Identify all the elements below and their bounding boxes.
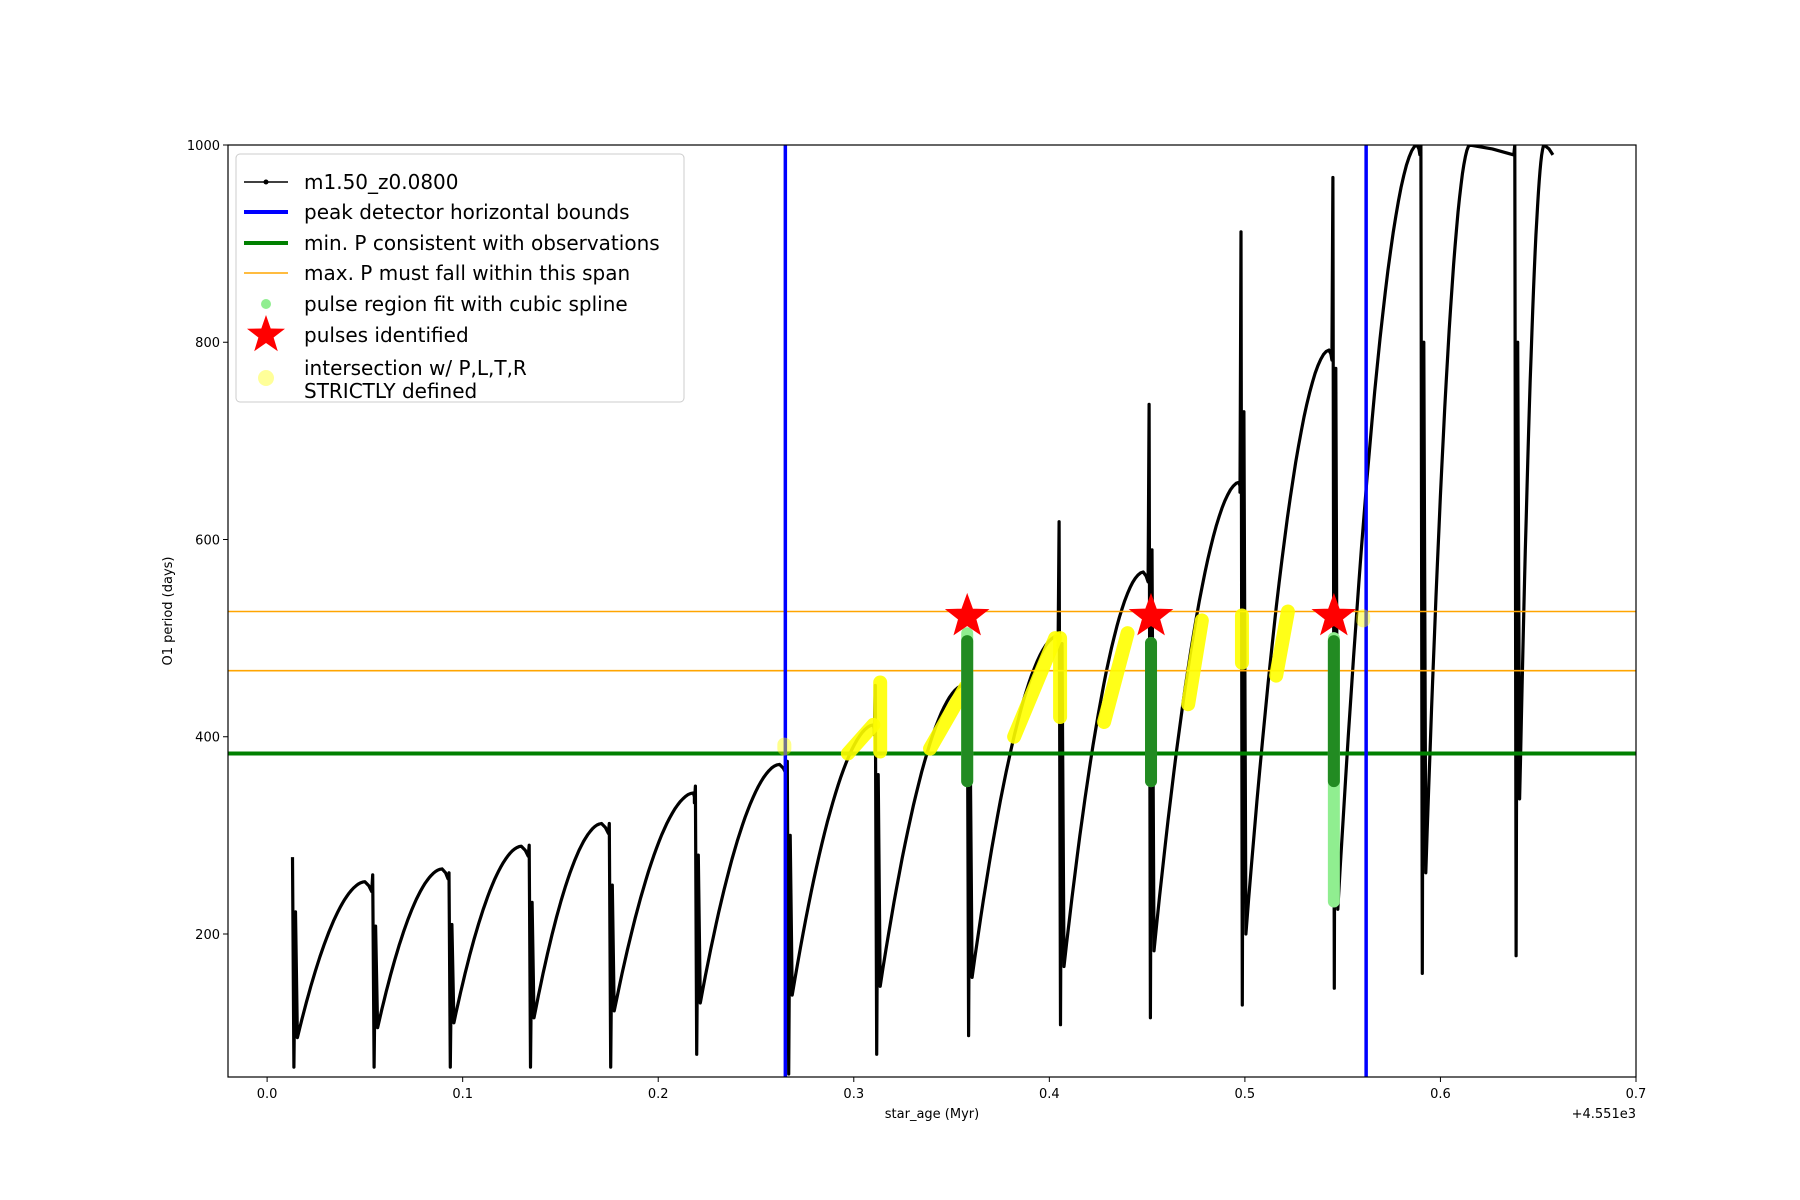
x-tick-label: 0.7	[1626, 1087, 1647, 1102]
data-layer	[228, 145, 1636, 1077]
x-tick-label: 0.3	[843, 1087, 864, 1102]
x-tick-label: 0.5	[1235, 1087, 1256, 1102]
y-tick-label: 1000	[187, 139, 220, 154]
intersection-segment	[1181, 613, 1209, 712]
legend-label: min. P consistent with observations	[304, 231, 660, 255]
intersection-segment	[840, 717, 881, 761]
intersection-segment	[1007, 631, 1063, 744]
series-line-m1.50_z0.0800	[290, 145, 1555, 1076]
legend-label: pulse region fit with cubic spline	[304, 292, 628, 316]
axes-layer: 0.0 0.1 0.2 0.3 0.4 0.5 0.6 0.7 200 400 600 800 1000	[187, 139, 1646, 1102]
legend-label: peak detector horizontal bounds	[304, 200, 630, 224]
x-tick-label: 0.4	[1039, 1087, 1060, 1102]
plot-frame	[227, 144, 1637, 1078]
pulse-star-marker	[944, 592, 990, 636]
legend-handle-dot	[258, 370, 274, 386]
pulse-star-marker	[1128, 592, 1174, 636]
x-tick-label: 0.1	[452, 1087, 473, 1102]
y-tick-label: 600	[195, 533, 220, 548]
x-tick-label: 0.2	[648, 1087, 669, 1102]
y-axis-label: O1 period (days)	[161, 556, 176, 665]
intersection-segment	[1097, 626, 1135, 729]
legend-label: pulses identified	[304, 323, 469, 347]
intersection-segment	[1269, 604, 1295, 683]
legend-label: STRICTLY defined	[304, 379, 477, 403]
legend-label: max. P must fall within this span	[304, 261, 630, 285]
legend-handle-dot	[261, 299, 271, 309]
x-tick-label: 0.6	[1430, 1087, 1451, 1102]
intersection-segment	[923, 680, 973, 756]
legend-handle-star	[247, 315, 285, 352]
x-tick-label: 0.0	[257, 1087, 278, 1102]
y-tick-label: 800	[195, 336, 220, 351]
legend-handle-marker	[263, 179, 269, 185]
y-tick-label: 200	[195, 928, 220, 943]
pulse-star-marker	[1311, 592, 1357, 636]
legend-label: m1.50_z0.0800	[304, 170, 459, 194]
legend-label: intersection w/ P,L,T,R	[304, 356, 527, 380]
legend-box	[235, 153, 685, 403]
x-axis-offset-label: +4.551e3	[1572, 1107, 1636, 1122]
x-axis-label: star_age (Myr)	[885, 1107, 979, 1122]
y-tick-label: 400	[195, 731, 220, 746]
